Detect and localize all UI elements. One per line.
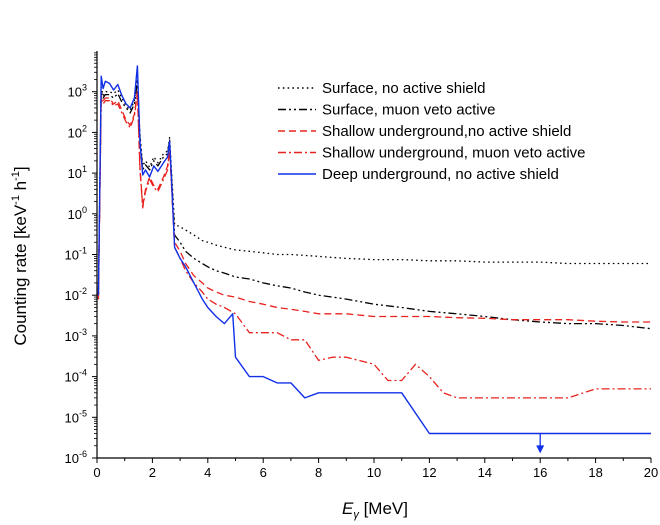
x-tick-label: 14: [478, 465, 492, 480]
y-axis-mid: h: [11, 181, 30, 195]
x-tick-label: 12: [422, 465, 436, 480]
legend-label-4: Deep underground, no active shield: [322, 166, 559, 183]
y-axis-label: Counting rate [keV-1 h-1]: [10, 166, 30, 345]
x-axis-unit: [MeV]: [359, 499, 408, 518]
y-tick-label: 10-5: [65, 408, 87, 425]
y-tick-label: 101: [68, 164, 87, 181]
x-tick-label: 18: [588, 465, 602, 480]
x-tick-label: 8: [315, 465, 322, 480]
legend-label-0: Surface, no active shield: [322, 80, 485, 97]
y-axis-suffix: ]: [11, 166, 30, 171]
legend-label-1: Surface, muon veto active: [322, 102, 495, 119]
x-tick-label: 4: [204, 465, 211, 480]
x-axis-symbol: E: [342, 499, 354, 518]
series-layer: [97, 65, 652, 435]
series-line-4: [97, 65, 651, 435]
x-tick-label: 6: [260, 465, 267, 480]
y-tick-label: 10-2: [65, 286, 87, 303]
y-tick-label: 10-3: [65, 327, 87, 344]
y-tick-label: 100: [68, 205, 87, 222]
y-tick-label: 10-6: [65, 449, 87, 466]
legend-label-2: Shallow underground,no active shield: [322, 123, 571, 140]
y-tick-label: 102: [68, 123, 87, 140]
y-axis-sup1: -1: [10, 195, 22, 205]
x-tick-label: 2: [149, 465, 156, 480]
y-axis-prefix: Counting rate [keV: [11, 204, 30, 345]
y-axis-sup2: -1: [10, 171, 22, 181]
series-line-1: [97, 81, 652, 330]
x-axis-subscript: γ: [353, 509, 360, 521]
axes-layer: [92, 51, 652, 463]
series-line-3: [97, 92, 651, 399]
x-tick-label: 20: [644, 465, 658, 480]
legend-label-3: Shallow underground, muon veto active: [322, 145, 586, 162]
x-tick-label: 16: [533, 465, 547, 480]
x-tick-label: 0: [93, 465, 100, 480]
arrow-head: [536, 445, 545, 454]
annotation-layer: [536, 433, 545, 454]
y-tick-label: 10-1: [65, 246, 87, 263]
y-tick-label: 10-4: [65, 368, 87, 385]
legend: Surface, no active shield Surface, muon v…: [278, 80, 586, 183]
x-tick-label: 10: [367, 465, 381, 480]
series-line-2: [97, 91, 651, 323]
x-axis-label: Eγ [MeV]: [342, 499, 408, 521]
y-tick-label: 103: [68, 83, 87, 100]
tick-label-layer: 0 2 4 6 8 10 12 14 16 18 20 10-6 10-5 10-4 10-3 10-2 10-…: [65, 83, 659, 480]
